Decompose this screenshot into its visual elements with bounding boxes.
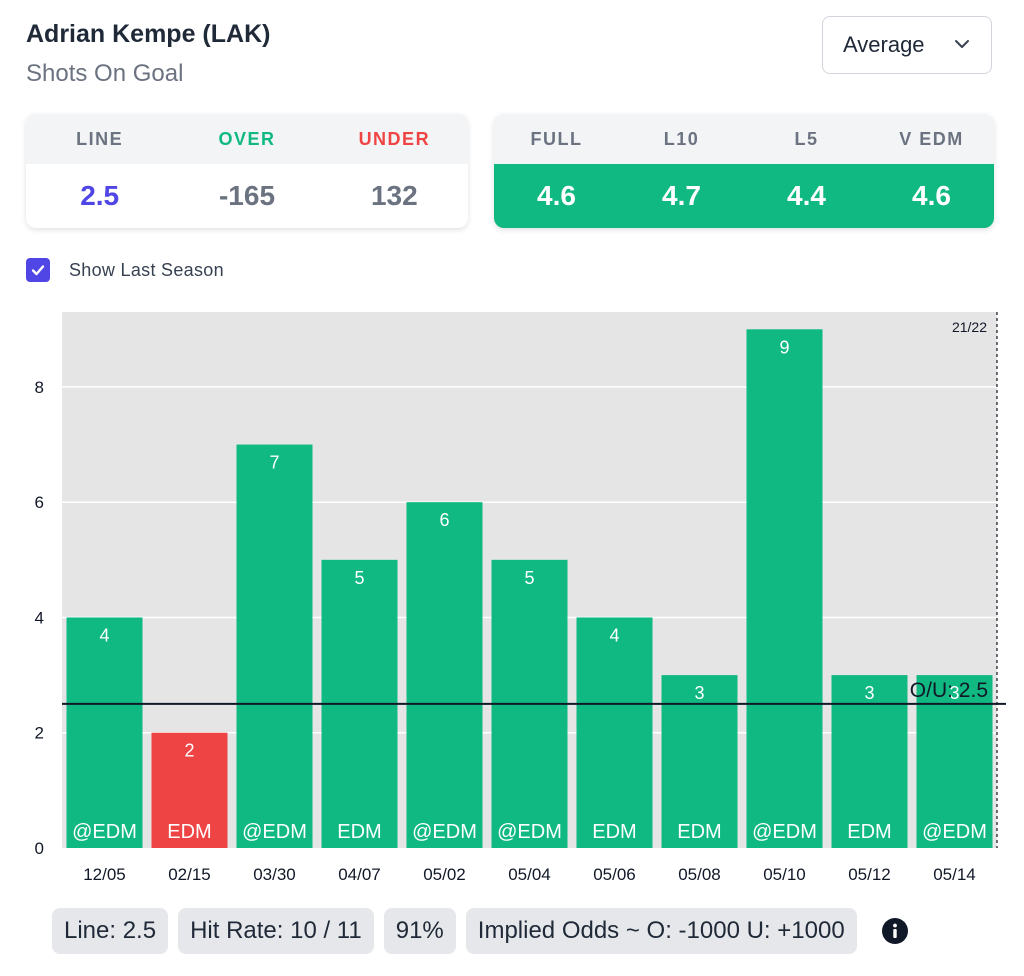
l5-value: 4.4 (787, 180, 826, 211)
bar-value-label: 5 (354, 568, 364, 588)
averages-card: FULL L10 L5 V EDM 4.6 4.7 4.4 4.6 (494, 114, 994, 228)
shots-bar-chart: 0 2 4 6 8 4 @EDM 12/05 2 EDM 02/15 7 @EDM 03/30 5 EDM 04… (35, 312, 1006, 884)
bar-value-label: 3 (864, 683, 874, 703)
bar-value-label: 9 (779, 337, 789, 357)
l10-value: 4.7 (662, 180, 701, 211)
vs-opponent-value: 4.6 (912, 180, 951, 211)
line-header: LINE (76, 128, 124, 149)
bar-opponent-label: EDM (847, 821, 891, 843)
x-tick-label: 05/02 (423, 865, 466, 884)
bar-value-label: 7 (269, 453, 279, 473)
x-tick-label: 05/08 (678, 865, 721, 884)
bar-opponent-label: EDM (677, 821, 721, 843)
bar-opponent-label: EDM (167, 821, 211, 843)
x-tick-label: 05/12 (848, 865, 891, 884)
chevron-down-icon (955, 40, 969, 48)
full-header: FULL (530, 128, 583, 149)
stat-mode-dropdown[interactable]: Average (822, 16, 992, 74)
bar (406, 502, 483, 848)
bar-opponent-label: EDM (337, 821, 381, 843)
over-under-label: O/U: 2.5 (910, 679, 988, 702)
season-marker-label: 21/22 (952, 319, 987, 335)
player-name: Adrian Kempe (LAK) (26, 20, 271, 48)
bar-opponent-label: @EDM (242, 821, 307, 843)
dropdown-value: Average (843, 32, 925, 57)
y-tick-label: 8 (35, 378, 44, 397)
stat-name: Shots On Goal (26, 60, 184, 87)
bar-opponent-label: @EDM (752, 821, 817, 843)
x-tick-label: 05/10 (763, 865, 806, 884)
bar (746, 329, 823, 849)
bar (151, 732, 228, 848)
x-tick-label: 04/07 (338, 865, 381, 884)
bar (66, 617, 143, 848)
x-tick-label: 05/06 (593, 865, 636, 884)
bar-opponent-label: @EDM (922, 821, 987, 843)
bar-value-label: 4 (609, 625, 619, 645)
x-tick-label: 05/04 (508, 865, 551, 884)
over-header: OVER (218, 128, 276, 149)
odds-card: LINE OVER UNDER 2.5 -165 132 (26, 114, 468, 228)
y-tick-label: 6 (35, 493, 44, 512)
full-value: 4.6 (537, 180, 576, 211)
bar (236, 444, 313, 848)
bar-value-label: 3 (949, 683, 959, 703)
x-tick-label: 03/30 (253, 865, 296, 884)
bar-opponent-label: EDM (592, 821, 636, 843)
y-tick-label: 0 (35, 839, 44, 858)
x-tick-label: 05/14 (933, 865, 976, 884)
over-value: -165 (218, 180, 276, 211)
l10-header: L10 (663, 128, 700, 149)
bar-opponent-label: @EDM (412, 821, 477, 843)
under-header: UNDER (358, 128, 431, 149)
show-last-season-label[interactable]: Show Last Season (69, 260, 224, 280)
vs-opponent-header: V EDM (899, 128, 964, 149)
x-tick-label: 12/05 (83, 865, 126, 884)
x-tick-label: 02/15 (168, 865, 211, 884)
bar-value-label: 4 (99, 625, 109, 645)
bar-value-label: 2 (184, 741, 194, 761)
hit-rate-pill: Hit Rate: 10 / 11 (178, 908, 374, 954)
bar-opponent-label: @EDM (497, 821, 562, 843)
bar-value-label: 5 (524, 568, 534, 588)
hit-pct-pill: 91% (383, 908, 456, 954)
y-tick-label: 2 (35, 724, 44, 743)
bar-value-label: 6 (439, 510, 449, 530)
under-value: 132 (370, 180, 418, 211)
bar-opponent-label: @EDM (72, 821, 137, 843)
summary-bar: Line: 2.5 Hit Rate: 10 / 11 91% Implied … (52, 908, 909, 954)
show-last-season-checkbox[interactable] (26, 258, 50, 282)
implied-odds-pill: Implied Odds ~ O: -1000 U: +1000 (465, 908, 857, 954)
line-value: 2.5 (80, 180, 120, 211)
y-tick-label: 4 (35, 608, 44, 627)
l5-header: L5 (794, 128, 819, 149)
info-icon[interactable] (881, 917, 909, 945)
bar-value-label: 3 (694, 683, 704, 703)
check-icon (31, 265, 45, 276)
line-pill: Line: 2.5 (52, 908, 169, 954)
bar (576, 617, 653, 848)
